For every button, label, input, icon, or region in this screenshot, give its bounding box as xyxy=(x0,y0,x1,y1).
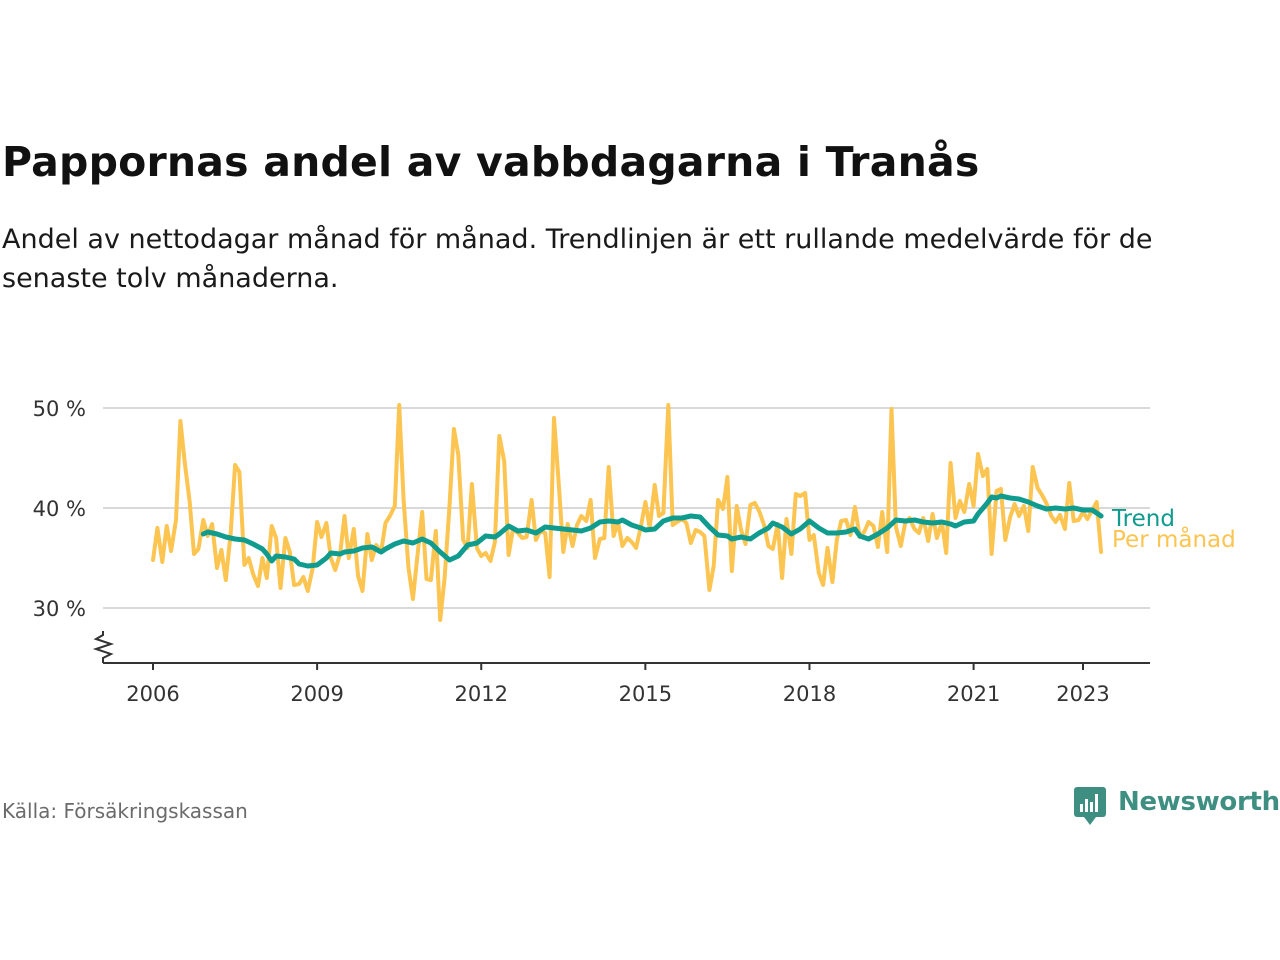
gridlines xyxy=(103,407,1150,609)
y-tick-label: 30 % xyxy=(33,597,86,621)
axis-break-icon xyxy=(92,631,115,663)
y-axis-ticks: 30 % 40 % 50 % xyxy=(33,397,86,621)
chart-subtitle: Andel av nettodagar månad för månad. Tre… xyxy=(2,224,1153,294)
x-tick-label: 2012 xyxy=(455,682,508,706)
newsworthy-logo-icon xyxy=(1074,787,1106,825)
x-tick-label: 2023 xyxy=(1056,682,1109,706)
brand-logo[interactable]: Newsworthy xyxy=(1072,785,1280,829)
x-axis xyxy=(92,631,1150,664)
x-axis-ticks: 2006 2009 2012 2015 2018 2021 2023 xyxy=(126,663,1110,706)
x-tick-label: 2006 xyxy=(126,682,179,706)
trend-line xyxy=(200,493,1104,569)
line-chart: 30 % 40 % 50 % 2006 2009 2012 2015 2018 2021 202… xyxy=(33,397,1236,706)
x-tick-label: 2015 xyxy=(619,682,672,706)
x-tick-label: 2009 xyxy=(290,682,343,706)
brand-name: Newsworthy xyxy=(1118,787,1280,817)
trend-series-label: Trend xyxy=(1111,506,1175,532)
x-tick-label: 2018 xyxy=(783,682,836,706)
chart-title: Pappornas andel av vabbdagarna i Tranås xyxy=(2,138,980,186)
y-tick-label: 40 % xyxy=(33,497,86,521)
series-lines xyxy=(151,403,1104,622)
y-tick-label: 50 % xyxy=(33,397,86,421)
x-tick-label: 2021 xyxy=(947,682,1000,706)
monthly-series-label: Per månad xyxy=(1112,525,1236,553)
source-note: Källa: Försäkringskassan xyxy=(2,799,248,823)
monthly-line xyxy=(151,403,1104,622)
